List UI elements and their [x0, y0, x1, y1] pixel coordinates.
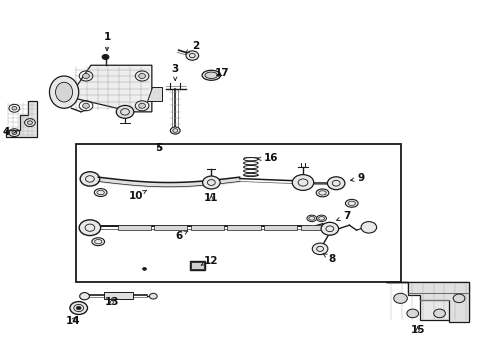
- Text: 11: 11: [203, 193, 218, 203]
- Text: 3: 3: [171, 64, 179, 80]
- Bar: [118, 225, 151, 230]
- Ellipse shape: [316, 215, 326, 222]
- Text: 6: 6: [175, 231, 187, 240]
- Text: 4: 4: [3, 127, 17, 136]
- Circle shape: [139, 73, 145, 78]
- Circle shape: [12, 131, 17, 134]
- Bar: [264, 225, 297, 230]
- Bar: [227, 225, 260, 230]
- Text: 8: 8: [323, 254, 335, 264]
- Circle shape: [80, 172, 100, 186]
- Ellipse shape: [345, 199, 357, 207]
- Circle shape: [312, 243, 327, 255]
- Ellipse shape: [49, 76, 79, 108]
- Circle shape: [185, 51, 198, 60]
- Text: 13: 13: [104, 297, 119, 307]
- Text: 14: 14: [65, 316, 80, 325]
- Ellipse shape: [306, 215, 316, 222]
- Bar: [76, 144, 400, 282]
- Polygon shape: [5, 101, 37, 137]
- Circle shape: [76, 306, 81, 310]
- Text: 7: 7: [336, 211, 350, 221]
- Circle shape: [149, 293, 157, 299]
- Text: 12: 12: [201, 256, 218, 266]
- Ellipse shape: [202, 70, 220, 80]
- Polygon shape: [385, 282, 468, 321]
- Text: 1: 1: [103, 32, 110, 51]
- Circle shape: [27, 121, 32, 125]
- Circle shape: [102, 54, 109, 59]
- Ellipse shape: [94, 189, 107, 197]
- Text: 5: 5: [155, 143, 163, 153]
- Bar: [154, 225, 187, 230]
- Text: 10: 10: [129, 190, 146, 201]
- Circle shape: [70, 302, 87, 315]
- Polygon shape: [385, 282, 468, 320]
- Circle shape: [82, 73, 89, 78]
- Ellipse shape: [56, 82, 73, 102]
- Text: 16: 16: [257, 153, 278, 163]
- Circle shape: [79, 220, 101, 235]
- Circle shape: [12, 107, 17, 110]
- Polygon shape: [71, 65, 152, 112]
- Circle shape: [202, 176, 220, 189]
- Circle shape: [170, 127, 180, 134]
- Bar: [189, 261, 205, 270]
- Circle shape: [116, 105, 134, 118]
- Circle shape: [327, 177, 344, 190]
- Polygon shape: [147, 87, 161, 101]
- Bar: [104, 292, 133, 300]
- Circle shape: [82, 103, 89, 108]
- Circle shape: [80, 293, 89, 300]
- Text: 15: 15: [409, 325, 424, 334]
- Circle shape: [292, 175, 313, 190]
- Text: 2: 2: [185, 41, 199, 53]
- Circle shape: [406, 309, 418, 318]
- Ellipse shape: [316, 189, 328, 197]
- Circle shape: [452, 294, 464, 303]
- Ellipse shape: [92, 238, 104, 246]
- Bar: [300, 225, 333, 230]
- Text: 17: 17: [215, 68, 229, 78]
- Text: 9: 9: [350, 173, 365, 183]
- Ellipse shape: [204, 72, 217, 78]
- Circle shape: [393, 293, 407, 303]
- Circle shape: [321, 222, 338, 235]
- Circle shape: [360, 222, 376, 233]
- Circle shape: [139, 103, 145, 108]
- Circle shape: [433, 309, 445, 318]
- Bar: [191, 262, 203, 269]
- Circle shape: [142, 267, 146, 270]
- Bar: [190, 225, 224, 230]
